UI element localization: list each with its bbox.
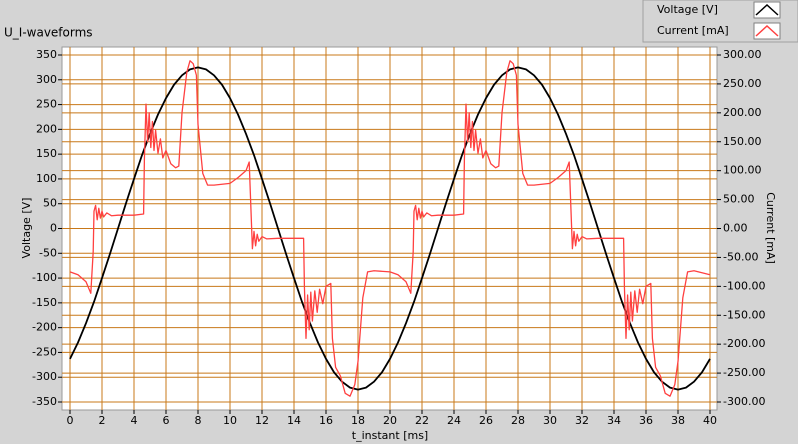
y-tick-label: -300 xyxy=(32,370,57,383)
x-tick-label: 34 xyxy=(607,414,621,427)
x-tick-label: 24 xyxy=(447,414,461,427)
y2-tick-label: 200.00 xyxy=(723,106,762,119)
y-tick-label: 350 xyxy=(36,48,57,61)
y2-tick-label: 250.00 xyxy=(723,77,762,90)
y-tick-label: -50 xyxy=(39,246,57,259)
y-tick-label: -100 xyxy=(32,271,57,284)
x-tick-label: 2 xyxy=(99,414,106,427)
y2-tick-label: -300.00 xyxy=(723,395,765,408)
y-tick-label: -150 xyxy=(32,296,57,309)
y2-tick-label: -100.00 xyxy=(723,279,765,292)
x-tick-label: 28 xyxy=(511,414,525,427)
y-tick-label: 150 xyxy=(36,147,57,160)
x-tick-label: 14 xyxy=(287,414,301,427)
x-tick-label: 36 xyxy=(639,414,653,427)
x-axis-label: t_instant [ms] xyxy=(352,429,428,442)
x-tick-label: 6 xyxy=(163,414,170,427)
x-tick-label: 22 xyxy=(415,414,429,427)
y2-tick-label: 300.00 xyxy=(723,48,762,61)
x-tick-label: 10 xyxy=(223,414,237,427)
y2-tick-label: 150.00 xyxy=(723,135,762,148)
y2-tick-label: 0.00 xyxy=(723,222,748,235)
x-tick-label: 26 xyxy=(479,414,493,427)
y2-tick-label: -250.00 xyxy=(723,366,765,379)
y-axis-label: Voltage [V] xyxy=(20,198,33,259)
x-tick-label: 8 xyxy=(195,414,202,427)
y-tick-label: 200 xyxy=(36,122,57,135)
legend-icon xyxy=(755,3,779,16)
y-tick-label: 250 xyxy=(36,98,57,111)
legend-icon xyxy=(755,24,779,37)
y2-tick-label: -200.00 xyxy=(723,337,765,350)
plot-lines xyxy=(69,60,711,397)
y-tick-label: 0 xyxy=(50,222,57,235)
grid xyxy=(62,47,717,410)
x-tick-label: 40 xyxy=(703,414,717,427)
legend-label: Voltage [V] xyxy=(657,3,718,16)
x-tick-label: 4 xyxy=(131,414,138,427)
series-line xyxy=(69,66,711,391)
chart-title: U_I-waveforms xyxy=(4,26,93,40)
y2-tick-label: 50.00 xyxy=(723,193,755,206)
y2-tick-label: 100.00 xyxy=(723,164,762,177)
y-tick-label: 300 xyxy=(36,73,57,86)
y-tick-label: 50 xyxy=(43,197,57,210)
y-tick-label: -350 xyxy=(32,395,57,408)
legend-icon-box xyxy=(753,22,781,40)
legend-icon-box xyxy=(753,1,781,19)
y-tick-label: -250 xyxy=(32,345,57,358)
y2-axis-label: Current [mA] xyxy=(764,192,777,264)
y2-tick-label: -150.00 xyxy=(723,308,765,321)
x-tick-label: 12 xyxy=(255,414,269,427)
legend-label: Current [mA] xyxy=(657,24,729,37)
y2-tick-label: -50.00 xyxy=(723,250,758,263)
x-tick-label: 20 xyxy=(383,414,397,427)
x-tick-label: 18 xyxy=(351,414,365,427)
x-tick-label: 16 xyxy=(319,414,333,427)
y-tick-label: 100 xyxy=(36,172,57,185)
legend: Voltage [V] Current [mA] xyxy=(642,0,798,43)
x-tick-label: 32 xyxy=(575,414,589,427)
x-tick-label: 38 xyxy=(671,414,685,427)
x-tick-label: 30 xyxy=(543,414,557,427)
x-tick-label: 0 xyxy=(67,414,74,427)
y-tick-label: -200 xyxy=(32,321,57,334)
series-line xyxy=(69,60,711,397)
